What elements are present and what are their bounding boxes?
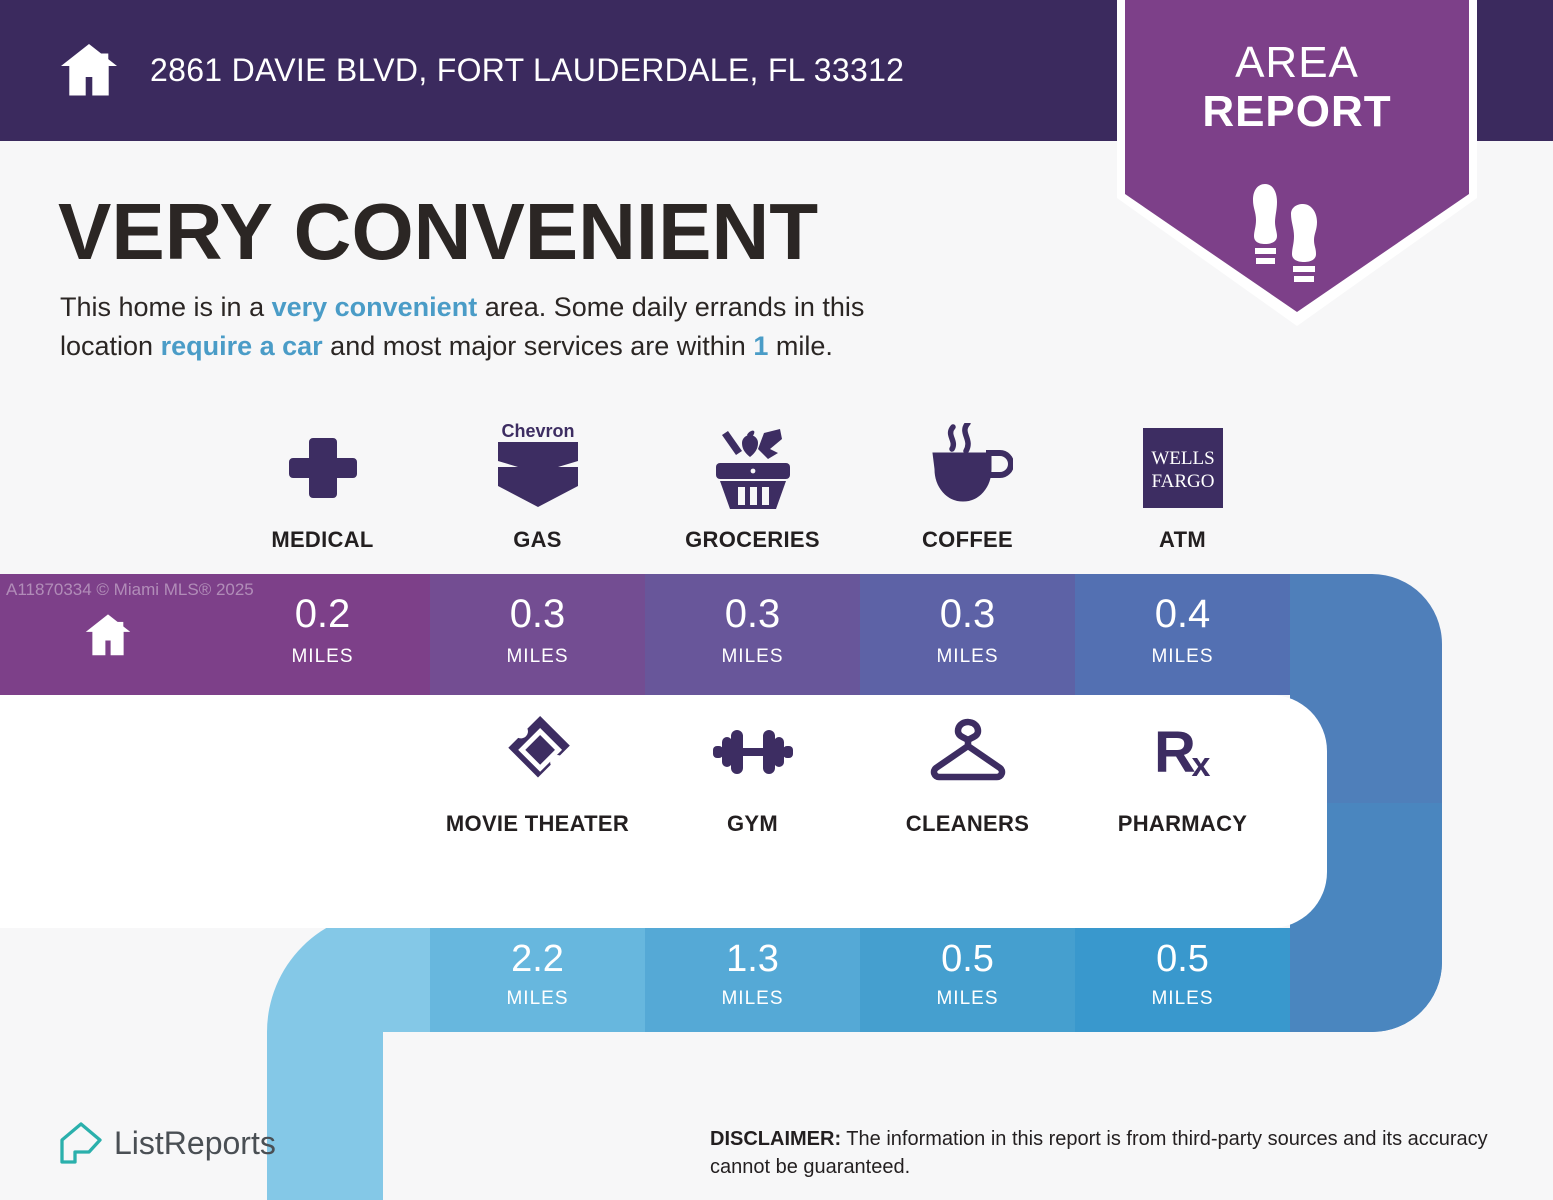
svg-text:FARGO: FARGO	[1151, 471, 1214, 492]
svg-text:R: R	[1154, 720, 1196, 785]
svg-text:Chevron: Chevron	[501, 423, 574, 441]
svg-text:WELLS: WELLS	[1151, 448, 1214, 469]
svg-text:x: x	[1191, 746, 1210, 784]
